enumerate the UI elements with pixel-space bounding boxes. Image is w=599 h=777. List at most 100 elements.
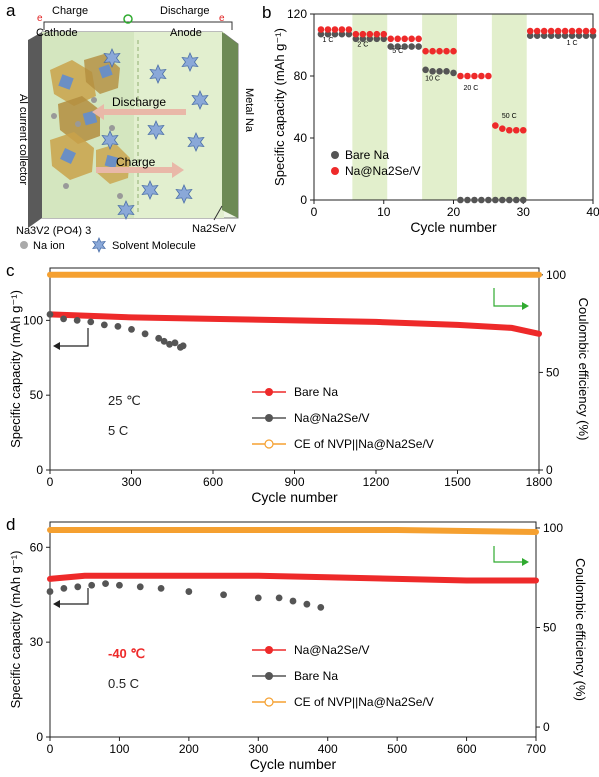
d-right-arrowhead [522, 558, 529, 566]
electron-right: e [219, 13, 225, 24]
b-point-0-21 [464, 196, 471, 204]
b-point-0-39 [589, 32, 597, 39]
legend-na-ion: Na ion [33, 240, 65, 252]
x-tick-label-1: 10 [377, 205, 391, 219]
rate-label-1: 2 C [357, 42, 368, 49]
b-point-0-29 [519, 196, 527, 204]
b-point-1-23 [478, 72, 485, 80]
c-annotation-1: 5 C [108, 423, 128, 438]
b-point-1-36 [568, 27, 576, 35]
x-tick-label-0: 0 [311, 205, 318, 219]
c-right-arrowhead [522, 302, 529, 310]
b-point-1-21 [464, 72, 471, 80]
b-point-1-27 [506, 126, 513, 134]
b-point-0-20 [457, 196, 464, 204]
d-point-1-6 [136, 583, 144, 591]
y-tick-label-2: 100 [23, 313, 43, 327]
b-point-1-34 [554, 27, 562, 35]
b-point-0-10 [387, 43, 395, 50]
c-legend-label-0: Bare Na [294, 385, 338, 399]
b-point-0-13 [408, 43, 415, 50]
charge-arrow [96, 162, 184, 178]
d-point-1-7 [157, 584, 165, 592]
x-tick-label-0: 0 [47, 475, 54, 489]
cathode-label: Cathode [36, 27, 78, 39]
b-point-1-25 [492, 122, 499, 129]
x-tick-label-6: 1800 [526, 475, 553, 489]
solvent-star-2 [181, 52, 199, 72]
x-tick-label-4: 400 [318, 742, 338, 756]
b-point-0-25 [492, 196, 499, 204]
panel-letter: b [262, 3, 271, 22]
rate-label-6: 1 C [567, 40, 578, 47]
d-point-1-11 [275, 594, 283, 602]
y-tick-label-2: 80 [294, 69, 308, 83]
panel-letter: c [6, 261, 15, 280]
b-point-1-19 [450, 47, 457, 55]
b-point-1-9 [380, 30, 388, 38]
rate-band-0 [352, 14, 388, 200]
anode-label: Anode [170, 27, 202, 39]
metal-na-plate [222, 32, 238, 218]
b-point-1-3 [338, 26, 346, 33]
d-point-1-2 [74, 583, 82, 591]
y-tick-label-2: 60 [30, 540, 44, 554]
b-point-0-24 [485, 196, 492, 204]
y2-tick-label-1: 50 [543, 621, 557, 635]
b-point-1-35 [561, 27, 569, 35]
d-right-axis-arrow [493, 546, 522, 563]
na2se-pointer [213, 205, 223, 221]
d-point-1-9 [220, 591, 227, 599]
c-point-1-7 [141, 330, 149, 338]
c-series-0 [47, 311, 542, 337]
c-point-1-9 [160, 337, 168, 345]
b-point-0-9 [380, 35, 388, 43]
b-point-0-33 [547, 32, 555, 39]
d-point-1-0 [46, 588, 54, 595]
b-point-1-7 [366, 30, 374, 38]
y2-tick-label-1: 50 [546, 365, 560, 379]
y2-tick-label-0: 0 [543, 720, 550, 734]
x-tick-label-2: 20 [447, 205, 461, 219]
solvent-star-7 [175, 184, 193, 204]
y-axis-label: Specific capacity (mAh g⁻¹) [8, 551, 23, 709]
x-tick-label-3: 900 [284, 475, 304, 489]
b-point-0-7 [366, 35, 374, 43]
c-point-1-13 [179, 342, 187, 350]
external-circuit [43, 21, 233, 30]
y-tick-label-0: 0 [36, 463, 43, 477]
b-point-0-17 [436, 68, 443, 75]
b-point-0-36 [568, 32, 576, 39]
x-tick-label-3: 30 [517, 205, 531, 219]
y-tick-label-0: 0 [36, 730, 43, 744]
discharge-top-label: Discharge [160, 5, 210, 17]
b-point-1-1 [324, 26, 332, 33]
b-point-0-31 [533, 32, 541, 39]
y2-tick-label-2: 100 [543, 521, 563, 535]
c-legend-marker-0 [265, 388, 273, 396]
x-axis-label: Cycle number [410, 219, 497, 235]
solvent-star-1 [149, 64, 167, 84]
c-legend-label-1: Na@Na2Se/V [294, 411, 370, 425]
b-legend-marker-0 [331, 151, 339, 159]
solvent-star-3 [191, 90, 209, 110]
b-point-1-13 [408, 35, 415, 43]
x-axis-label: Cycle number [250, 756, 337, 772]
d-left-arrowhead [53, 600, 60, 608]
b-point-0-32 [540, 32, 548, 39]
d-annotation-1: 0.5 C [108, 676, 139, 691]
b-point-0-4 [345, 30, 353, 38]
c-left-arrowhead [53, 342, 60, 350]
d-legend-label-2: CE of NVP||Na@Na2Se/V [294, 695, 434, 709]
solvent-star-4 [147, 120, 165, 140]
panel-a: a Charge Discharge e e Cathode Anode [6, 1, 255, 253]
b-point-0-14 [415, 43, 422, 50]
c-point-1-11 [171, 339, 179, 347]
solvent-star-0 [103, 48, 121, 68]
d-point-1-1 [60, 584, 68, 592]
b-point-0-2 [331, 30, 339, 38]
solvent-legend-icon [92, 237, 106, 253]
y-tick-label-1: 50 [30, 388, 44, 402]
d-left-axis-arrow [60, 588, 89, 605]
y2-axis-label: Coulombic efficiency (%) [576, 298, 591, 441]
